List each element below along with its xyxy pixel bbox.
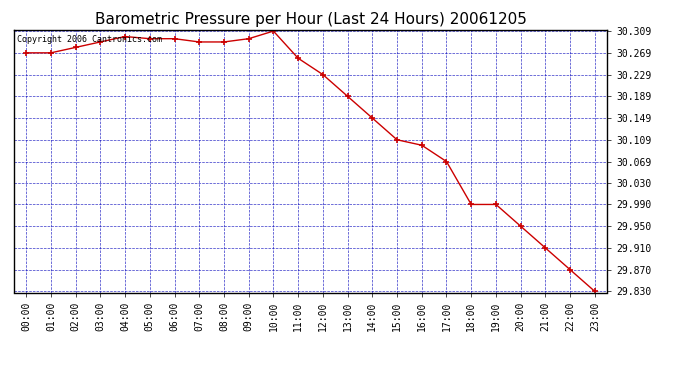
- Title: Barometric Pressure per Hour (Last 24 Hours) 20061205: Barometric Pressure per Hour (Last 24 Ho…: [95, 12, 526, 27]
- Text: Copyright 2006 Cantronics.com: Copyright 2006 Cantronics.com: [17, 35, 161, 44]
